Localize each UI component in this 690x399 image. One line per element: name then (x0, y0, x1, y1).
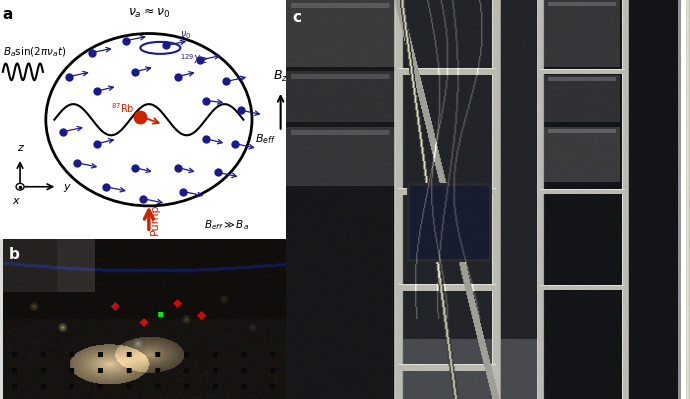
Text: x: x (12, 196, 19, 206)
Text: b: b (8, 247, 19, 263)
Text: z: z (17, 143, 23, 153)
Text: $B_z$: $B_z$ (273, 69, 288, 84)
Text: Pump: Pump (150, 203, 159, 235)
Text: $\nu_0$: $\nu_0$ (180, 29, 192, 41)
Circle shape (16, 184, 24, 190)
Text: y: y (63, 182, 70, 192)
Text: $B_a\sin(2\pi\nu_a t)$: $B_a\sin(2\pi\nu_a t)$ (3, 46, 66, 59)
Text: c: c (293, 10, 302, 25)
Text: $B_{eff}$: $B_{eff}$ (255, 132, 276, 146)
Text: a: a (3, 7, 13, 22)
Text: $^{129}$Xe: $^{129}$Xe (180, 53, 208, 67)
Text: $\nu_a \approx \nu_0$: $\nu_a \approx \nu_0$ (128, 7, 170, 20)
Text: $^{87}$Rb: $^{87}$Rb (111, 101, 135, 115)
Text: $B_{eff} \gg B_a$: $B_{eff} \gg B_a$ (204, 218, 249, 232)
